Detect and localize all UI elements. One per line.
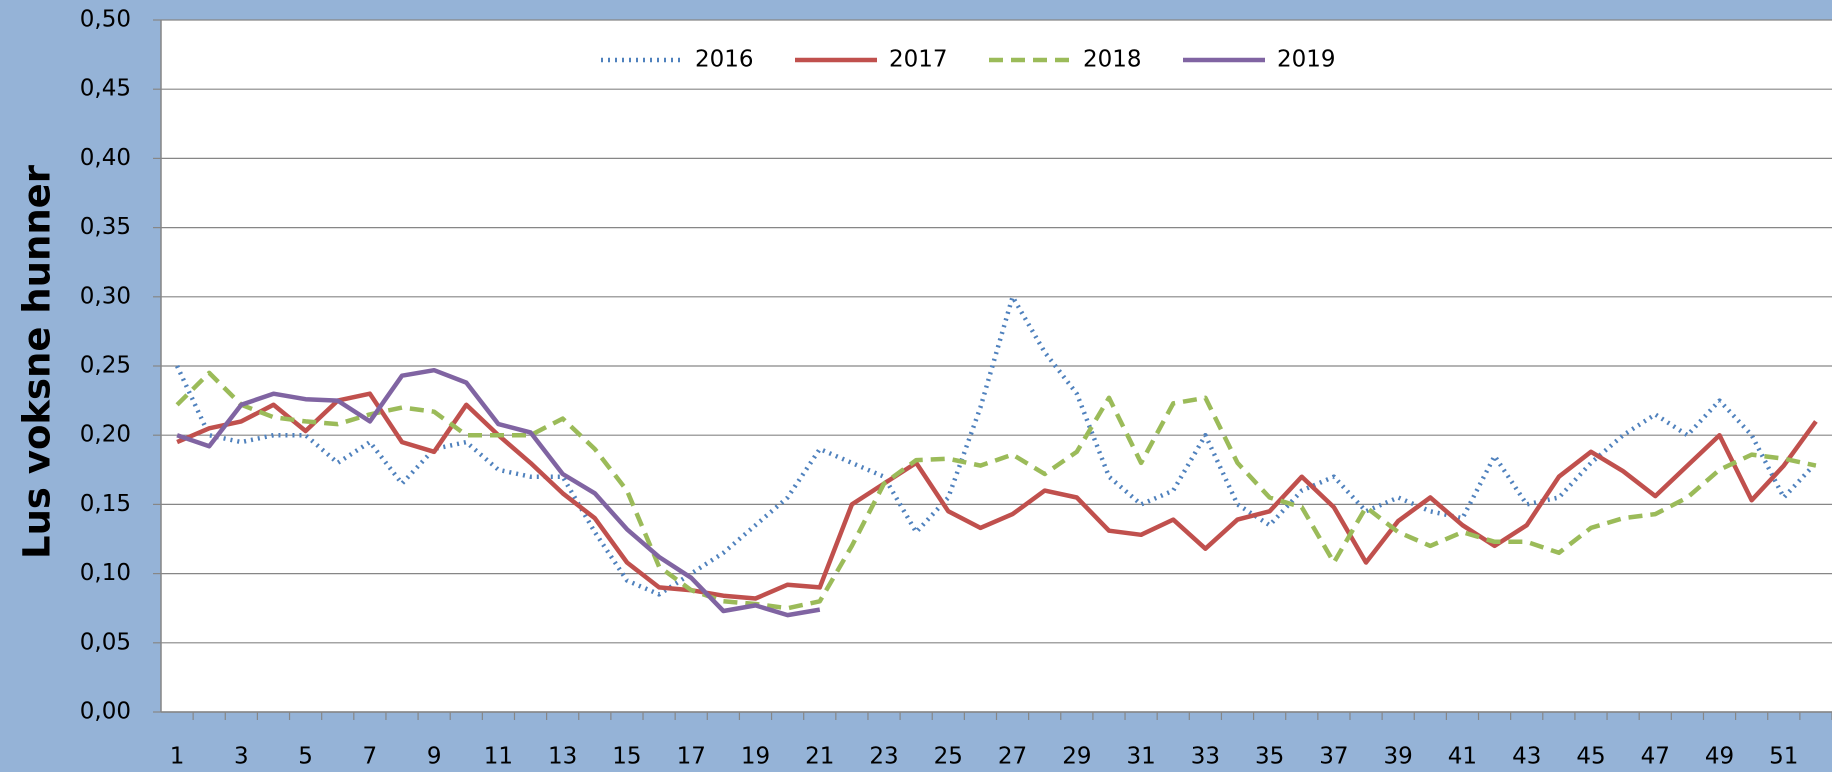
legend-label: 2017 — [889, 47, 948, 73]
series-line — [176, 367, 821, 618]
legend-label: 2019 — [1277, 47, 1336, 73]
y-tick-label: 0,00 — [80, 699, 131, 725]
x-tick-label: 9 — [427, 744, 442, 770]
y-tick-label: 0,05 — [80, 629, 131, 655]
y-tick-label: 0,25 — [80, 353, 131, 379]
y-tick-label: 0,50 — [80, 7, 131, 33]
x-tick-label: 15 — [612, 744, 641, 770]
x-tick-label: 37 — [1319, 744, 1348, 770]
x-tick-label: 19 — [741, 744, 770, 770]
x-tick-label: 17 — [677, 744, 706, 770]
y-axis-title: Lus voksne hunner — [16, 164, 59, 559]
x-tick-label: 11 — [484, 744, 513, 770]
x-tick-label: 3 — [234, 744, 249, 770]
series-line — [175, 370, 1817, 611]
x-tick-label: 39 — [1384, 744, 1413, 770]
y-tick-label: 0,45 — [80, 76, 131, 102]
x-tick-label: 43 — [1512, 744, 1541, 770]
x-tick-label: 31 — [1126, 744, 1155, 770]
legend-label: 2018 — [1083, 47, 1142, 73]
x-tick-label: 47 — [1641, 744, 1670, 770]
x-tick-label: 13 — [548, 744, 577, 770]
x-tick-label: 45 — [1576, 744, 1605, 770]
x-tick-label: 49 — [1705, 744, 1734, 770]
x-tick-label: 7 — [363, 744, 378, 770]
x-tick-label: 5 — [298, 744, 313, 770]
x-tick-label: 33 — [1191, 744, 1220, 770]
y-tick-label: 0,20 — [80, 422, 131, 448]
x-tick-label: 41 — [1448, 744, 1477, 770]
x-tick-label: 25 — [934, 744, 963, 770]
y-tick-label: 0,10 — [80, 560, 131, 586]
y-tick-label: 0,15 — [80, 491, 131, 517]
y-tick-label: 0,35 — [80, 214, 131, 240]
legend-label: 2016 — [695, 47, 754, 73]
y-tick-label: 0,30 — [80, 283, 131, 309]
x-tick-label: 23 — [869, 744, 898, 770]
x-tick-label: 1 — [170, 744, 185, 770]
x-tick-label: 27 — [998, 744, 1027, 770]
series-line — [176, 391, 1818, 601]
x-tick-label: 35 — [1255, 744, 1284, 770]
y-tick-label: 0,40 — [80, 145, 131, 171]
x-tick-label: 21 — [805, 744, 834, 770]
x-tick-label: 29 — [1062, 744, 1091, 770]
x-tick-label: 51 — [1769, 744, 1798, 770]
